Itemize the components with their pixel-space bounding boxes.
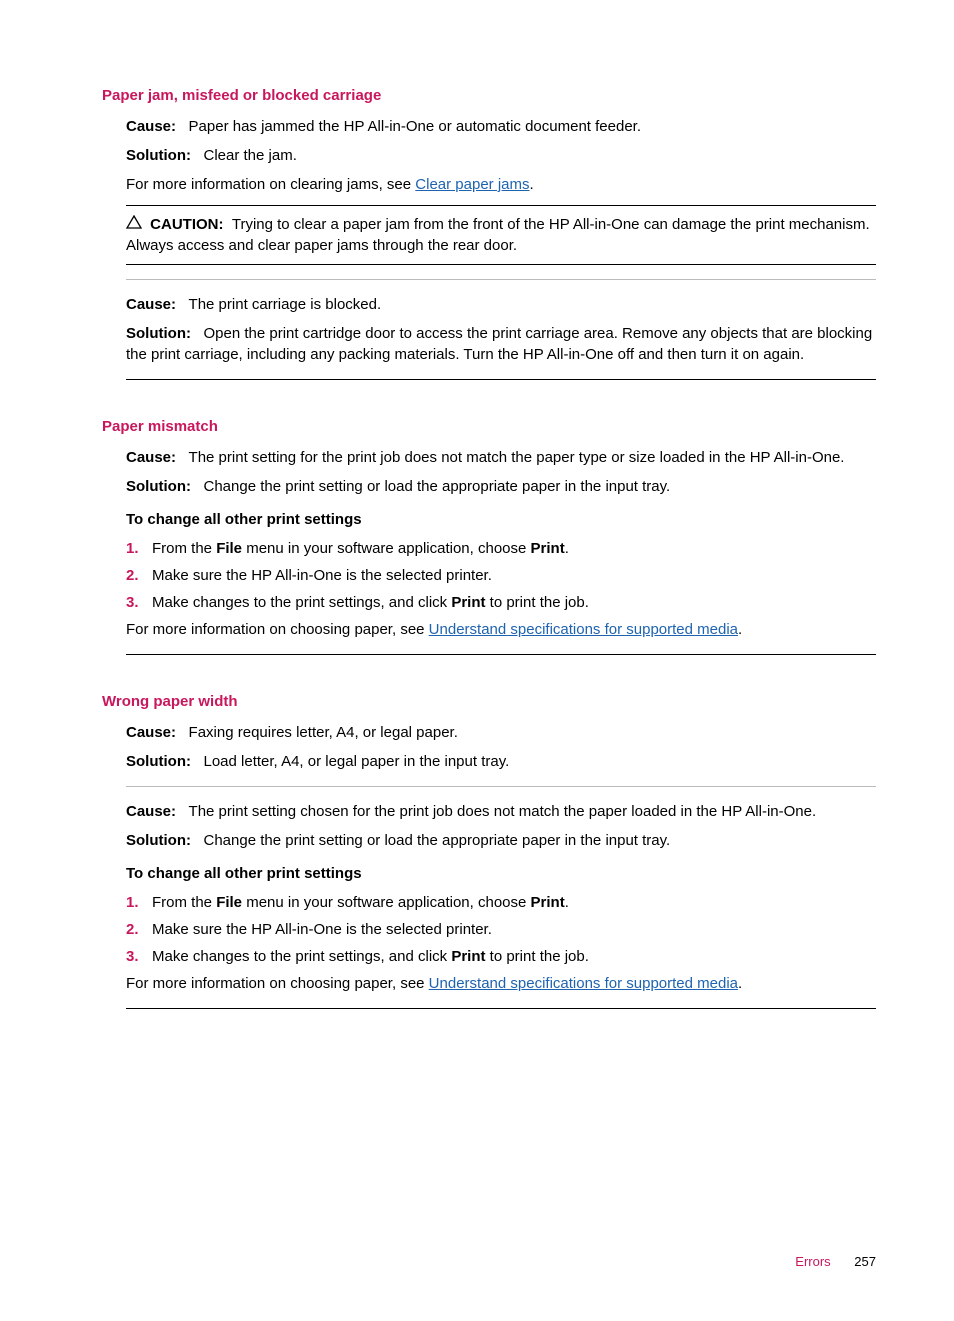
list-item: 3. Make changes to the print settings, a… — [126, 592, 876, 613]
cause-text: Paper has jammed the HP All-in-One or au… — [189, 118, 641, 135]
list-item: 1. From the File menu in your software a… — [126, 538, 876, 559]
divider — [126, 279, 876, 280]
more-info-line: For more information on clearing jams, s… — [126, 174, 876, 195]
solution-text: Open the print cartridge door to access … — [126, 325, 872, 363]
solution-label: Solution: — [126, 753, 191, 770]
solution-text: Change the print setting or load the app… — [204, 832, 671, 849]
cause-label: Cause: — [126, 724, 176, 741]
list-item: 1. From the File menu in your software a… — [126, 892, 876, 913]
solution-text: Clear the jam. — [204, 147, 297, 164]
subheading: To change all other print settings — [126, 509, 876, 530]
list-item: 2. Make sure the HP All-in-One is the se… — [126, 565, 876, 586]
list-num: 3. — [126, 592, 152, 613]
more-pre: For more information on clearing jams, s… — [126, 176, 415, 193]
footer-section: Errors — [795, 1254, 830, 1269]
caution-box: CAUTION: Trying to clear a paper jam fro… — [126, 205, 876, 265]
section-heading: Wrong paper width — [102, 691, 876, 712]
section-heading: Paper jam, misfeed or blocked carriage — [102, 85, 876, 106]
solution-label: Solution: — [126, 325, 191, 342]
list-num: 3. — [126, 946, 152, 967]
cause-line: Cause: Paper has jammed the HP All-in-On… — [126, 116, 876, 137]
caution-text: Trying to clear a paper jam from the fro… — [126, 216, 870, 254]
divider — [126, 786, 876, 787]
cause-line: Cause: The print carriage is blocked. — [126, 294, 876, 315]
caution-icon — [126, 214, 142, 235]
solution-label: Solution: — [126, 832, 191, 849]
list-item: 3. Make changes to the print settings, a… — [126, 946, 876, 967]
cause-label: Cause: — [126, 449, 176, 466]
cause-label: Cause: — [126, 296, 176, 313]
solution-label: Solution: — [126, 147, 191, 164]
list-num: 2. — [126, 919, 152, 940]
clear-paper-jams-link[interactable]: Clear paper jams — [415, 176, 529, 193]
more-info-line: For more information on choosing paper, … — [126, 973, 876, 994]
understand-specs-link[interactable]: Understand specifications for supported … — [429, 975, 738, 992]
list-item: 2. Make sure the HP All-in-One is the se… — [126, 919, 876, 940]
divider — [126, 1008, 876, 1009]
footer-page-number: 257 — [854, 1254, 876, 1269]
solution-line: Solution: Clear the jam. — [126, 145, 876, 166]
list-num: 1. — [126, 538, 152, 559]
solution-line: Solution: Open the print cartridge door … — [126, 323, 876, 365]
more-post: . — [530, 176, 534, 193]
cause-line: Cause: The print setting for the print j… — [126, 447, 876, 468]
list-text: Make changes to the print settings, and … — [152, 592, 589, 613]
cause-line: Cause: Faxing requires letter, A4, or le… — [126, 722, 876, 743]
list-text: Make changes to the print settings, and … — [152, 946, 589, 967]
cause-text: Faxing requires letter, A4, or legal pap… — [189, 724, 458, 741]
divider — [126, 379, 876, 380]
more-post: . — [738, 621, 742, 638]
list-text: From the File menu in your software appl… — [152, 538, 569, 559]
cause-label: Cause: — [126, 803, 176, 820]
solution-line: Solution: Load letter, A4, or legal pape… — [126, 751, 876, 772]
list-text: Make sure the HP All-in-One is the selec… — [152, 919, 492, 940]
cause-line: Cause: The print setting chosen for the … — [126, 801, 876, 822]
list-text: Make sure the HP All-in-One is the selec… — [152, 565, 492, 586]
solution-label: Solution: — [126, 478, 191, 495]
more-post: . — [738, 975, 742, 992]
solution-text: Load letter, A4, or legal paper in the i… — [204, 753, 510, 770]
more-info-line: For more information on choosing paper, … — [126, 619, 876, 640]
solution-line: Solution: Change the print setting or lo… — [126, 830, 876, 851]
solution-line: Solution: Change the print setting or lo… — [126, 476, 876, 497]
cause-label: Cause: — [126, 118, 176, 135]
more-pre: For more information on choosing paper, … — [126, 975, 429, 992]
understand-specs-link[interactable]: Understand specifications for supported … — [429, 621, 738, 638]
list-num: 1. — [126, 892, 152, 913]
section-heading: Paper mismatch — [102, 416, 876, 437]
cause-text: The print setting chosen for the print j… — [189, 803, 817, 820]
list-text: From the File menu in your software appl… — [152, 892, 569, 913]
cause-text: The print setting for the print job does… — [189, 449, 845, 466]
subheading: To change all other print settings — [126, 863, 876, 884]
more-pre: For more information on choosing paper, … — [126, 621, 429, 638]
page-footer: Errors 257 — [795, 1253, 876, 1271]
list-num: 2. — [126, 565, 152, 586]
solution-text: Change the print setting or load the app… — [204, 478, 671, 495]
cause-text: The print carriage is blocked. — [189, 296, 382, 313]
divider — [126, 654, 876, 655]
caution-label: CAUTION: — [150, 216, 223, 233]
